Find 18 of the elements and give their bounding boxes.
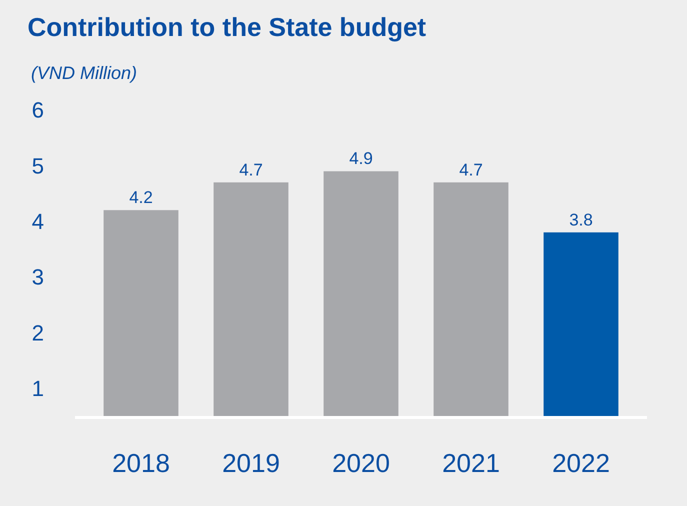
y-tick-label: 1: [32, 376, 44, 401]
y-tick-label: 3: [32, 264, 44, 290]
y-tick-label: 4: [32, 208, 44, 234]
y-tick-label: 5: [32, 153, 44, 178]
x-tick-label: 2020: [332, 448, 390, 478]
data-label: 4.7: [459, 160, 483, 180]
x-tick-label: 2019: [222, 448, 280, 478]
y-tick-label: 2: [32, 320, 44, 346]
x-tick-label: 2018: [112, 448, 170, 478]
data-label: 3.8: [569, 210, 593, 230]
data-label: 4.2: [129, 188, 153, 208]
data-label: 4.7: [239, 160, 263, 180]
data-label: 4.9: [349, 149, 373, 168]
x-tick-label: 2022: [552, 448, 610, 478]
chart-title: Contribution to the State budget: [27, 12, 426, 42]
x-tick-label: 2021: [442, 448, 500, 478]
chart-subtitle: (VND Million): [31, 63, 138, 83]
y-tick-label: 6: [32, 98, 44, 123]
